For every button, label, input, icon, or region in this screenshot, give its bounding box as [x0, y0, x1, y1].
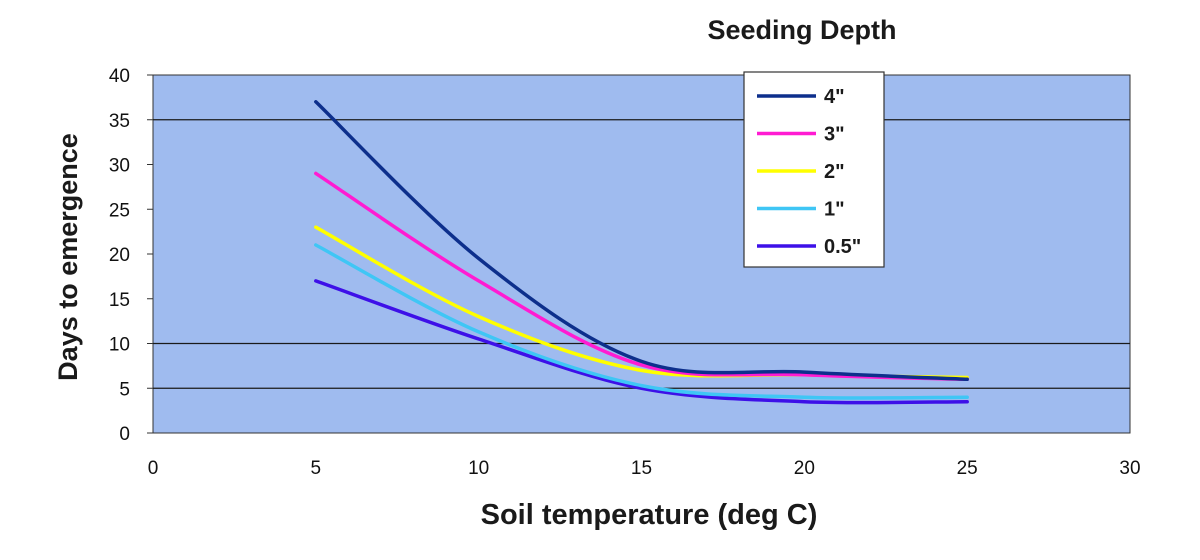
x-tick-label: 5	[311, 458, 322, 479]
legend: 4" 3" 2" 1" 0.5"	[743, 71, 885, 268]
plot-area	[152, 74, 1131, 434]
series-line-0.5	[314, 279, 969, 405]
x-tick-label: 0	[148, 458, 159, 479]
y-tick-label: 30	[109, 156, 130, 177]
y-tick-label: 20	[109, 245, 130, 266]
series-line-3	[314, 171, 969, 382]
legend-label: 2"	[824, 161, 845, 183]
series-line-4	[314, 100, 969, 382]
series-lines	[314, 100, 969, 405]
y-tick-label: 15	[109, 290, 130, 311]
y-tick-label: 5	[119, 379, 130, 400]
x-tick-label: 10	[468, 458, 489, 479]
x-tick-label: 20	[794, 458, 815, 479]
y-tick-label: 25	[109, 200, 130, 221]
x-axis: 0 5 10 15 20 25 30	[148, 458, 1141, 479]
y-axis-title: Days to emergence	[53, 133, 83, 381]
series-line-1	[314, 243, 969, 400]
y-tick-label: 35	[109, 111, 130, 132]
y-tick-label: 0	[119, 424, 130, 445]
legend-label: 1"	[824, 199, 845, 221]
legend-label: 4"	[824, 86, 845, 108]
legend-label: 3"	[824, 124, 845, 146]
x-tick-label: 30	[1119, 458, 1140, 479]
x-axis-title: Soil temperature (deg C)	[481, 499, 818, 531]
x-tick-label: 15	[631, 458, 652, 479]
y-axis: 0 5 10 15 20 25 30 35 40	[109, 66, 153, 445]
chart-title: Seeding Depth	[707, 15, 896, 45]
x-tick-label: 25	[957, 458, 978, 479]
y-tick-label: 40	[109, 66, 130, 87]
y-tick-label: 10	[109, 335, 130, 356]
legend-label: 0.5"	[824, 236, 861, 258]
